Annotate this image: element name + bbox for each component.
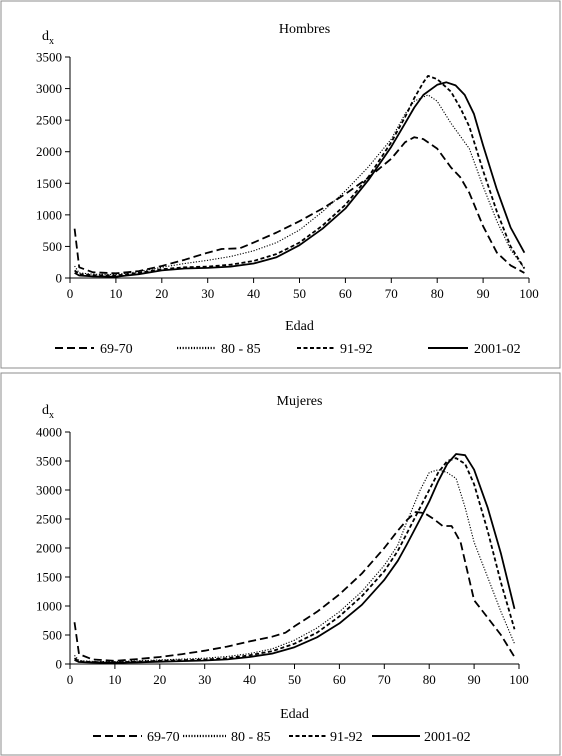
legend-label: 80 - 85	[221, 342, 261, 357]
chart-title: Mujeres	[277, 394, 323, 409]
y-tick-label: 3000	[36, 483, 62, 498]
series-line-3	[74, 75, 526, 277]
y-tick-label: 500	[43, 239, 63, 254]
x-tick-label: 40	[247, 286, 260, 301]
x-tick-label: 0	[67, 672, 74, 687]
panel-frame	[0, 372, 561, 756]
y-tick-label: 1500	[36, 570, 62, 585]
x-tick-label: 10	[108, 672, 121, 687]
x-tick-label: 60	[333, 672, 346, 687]
x-tick-label: 20	[153, 672, 166, 687]
y-axis-label: dx	[42, 403, 54, 421]
chart-panel-1: Hombres dx 0 500 1000 1500 2000 2500 3000 3500 0 10…	[0, 0, 561, 369]
legend: 69-70 80 - 85 91-92 2001-02	[93, 730, 471, 745]
y-tick-label: 1000	[36, 599, 62, 614]
legend-label: 2001-02	[474, 342, 521, 357]
x-tick-label: 70	[378, 672, 391, 687]
x-axis-label: Edad	[285, 319, 314, 334]
y-tick-label: 4000	[36, 425, 62, 440]
y-tick-label: 3000	[36, 81, 62, 96]
legend-label: 91-92	[330, 730, 363, 745]
y-tick-label: 0	[56, 657, 63, 672]
legend-label: 80 - 85	[231, 730, 271, 745]
y-axis-label: dx	[42, 29, 54, 47]
y-tick-label: 1500	[36, 176, 62, 191]
y-tick-label: 2000	[36, 541, 62, 556]
legend: 69-70 80 - 85 91-92 2001-02	[55, 342, 521, 357]
y-tick-label: 2000	[36, 144, 62, 159]
y-axis-label-main: d	[42, 29, 49, 44]
legend-label: 69-70	[147, 730, 180, 745]
x-tick-label: 10	[109, 286, 122, 301]
x-tick-label: 40	[243, 672, 256, 687]
y-tick-label: 2500	[36, 512, 62, 527]
y-tick-label: 3500	[36, 50, 62, 65]
x-axis-label: Edad	[280, 707, 309, 722]
y-tick-label: 2500	[36, 113, 62, 128]
y-tick-label: 1000	[36, 207, 62, 222]
x-tick-label: 70	[385, 286, 398, 301]
x-tick-label: 20	[155, 286, 168, 301]
legend-label: 69-70	[100, 342, 133, 357]
y-axis-label-subscript: x	[49, 410, 54, 421]
x-tick-label: 90	[468, 672, 481, 687]
y-axis-label-subscript: x	[49, 36, 54, 47]
x-tick-label: 30	[198, 672, 211, 687]
x-tick-label: 30	[201, 286, 214, 301]
x-tick-label: 50	[288, 672, 301, 687]
x-tick-label: 0	[67, 286, 74, 301]
x-tick-label: 100	[519, 286, 539, 301]
chart-title: Hombres	[279, 22, 330, 37]
series-line-4	[74, 81, 526, 278]
x-tick-label: 60	[339, 286, 352, 301]
x-tick-label: 80	[423, 672, 436, 687]
legend-label: 2001-02	[424, 730, 471, 745]
x-tick-label: 100	[509, 672, 529, 687]
series-line-4	[74, 453, 516, 664]
panel-frame	[0, 0, 561, 369]
x-tick-label: 90	[477, 286, 490, 301]
legend-label: 91-92	[340, 342, 373, 357]
y-tick-label: 3500	[36, 454, 62, 469]
y-axis-label-main: d	[42, 403, 49, 418]
x-tick-label: 50	[293, 286, 306, 301]
y-tick-label: 0	[56, 271, 63, 286]
chart-panel-2: Mujeresdx0500100015002000250030003500400…	[0, 372, 561, 756]
y-tick-label: 500	[43, 628, 63, 643]
series-line-2	[74, 94, 525, 276]
series-line-1	[73, 136, 525, 275]
x-tick-label: 80	[431, 286, 444, 301]
